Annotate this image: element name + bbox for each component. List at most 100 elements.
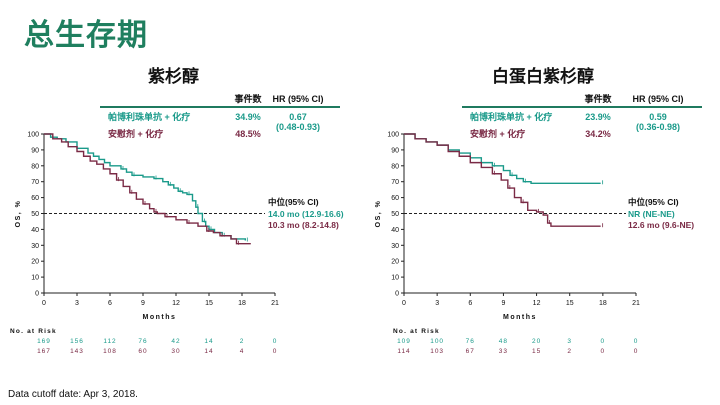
panel1-risk-cell-0: 20 [532,338,541,345]
panel1-hr-ci: (0.36-0.98) [636,122,680,132]
panel0-y-tick-label: 90 [31,147,39,154]
panel0-hr-header: HR (95% CI) [272,94,323,104]
panel0-risk-cell-1: 60 [138,348,147,355]
panel0-y-tick-label: 20 [31,259,39,266]
panel0-risk-cell-1: 4 [240,348,245,355]
panel1-risk-cell-1: 0 [634,348,639,355]
panel1-risk-cell-1: 67 [466,348,475,355]
panel0-risk-cell-1: 108 [103,348,117,355]
panel1-risk-cell-1: 0 [601,348,606,355]
panel1-risk-cell-1: 103 [430,348,444,355]
panel0-series-name-0: 帕博利珠单抗 + 化疗 [108,111,190,122]
panel0-risk-cell-1: 30 [171,348,180,355]
panel1-risk-cell-0: 100 [430,338,444,345]
panel0-curve-0 [44,133,246,241]
panel1-y-tick-label: 20 [391,259,399,266]
panel1-risk-cell-1: 2 [567,348,572,355]
panel1-y-axis-label: OS, % [375,200,382,228]
panel0-y-tick-label: 0 [35,291,39,298]
panel1-y-tick-label: 60 [391,195,399,202]
panel0-risk-cell-1: 143 [70,348,84,355]
panel1-y-tick-label: 70 [391,179,399,186]
panel1-median-header: 中位(95% CI) [628,197,679,207]
panel0-risk-label: No. at Risk [10,328,57,335]
panel0-hr-value: 0.67 [289,112,307,122]
panel0-y-axis-label: OS, % [15,200,22,228]
panel1-risk-cell-0: 3 [567,338,572,345]
panel1-median-value-1: 12.6 mo (9.6-NE) [628,220,694,230]
panel1-risk-cell-1: 15 [532,348,541,355]
panel0-risk-cell-1: 14 [204,348,213,355]
panel1-median-value-0: NR (NE-NE) [628,209,675,219]
panel1-x-tick-label: 21 [632,300,640,307]
panel0-risk-cell-0: 112 [103,338,116,345]
panel1-x-tick-label: 15 [566,300,574,307]
panel0-risk-cell-1: 0 [273,348,278,355]
panel0-y-tick-label: 30 [31,243,39,250]
panel0-series-name-1: 安慰剂 + 化疗 [108,128,163,139]
panel1-y-tick-label: 80 [391,163,399,170]
panel0-events-header: 事件数 [234,93,262,104]
panel0-risk-cell-0: 2 [240,338,245,345]
panel1-series-name-1: 安慰剂 + 化疗 [470,128,525,139]
panel0-y-tick-label: 100 [27,132,39,139]
panel0-risk-cell-0: 42 [171,338,180,345]
panel1-risk-cell-0: 76 [466,338,475,345]
left-panel-title: 紫杉醇 [148,67,199,86]
panel0-median-header: 中位(95% CI) [268,197,319,207]
panel1-y-tick-label: 50 [391,211,399,218]
panel1-risk-label: No. at Risk [393,328,440,335]
panel0-x-tick-label: 3 [75,300,79,307]
panel1-events-value-0: 23.9% [585,112,611,122]
panel0-y-tick-label: 10 [31,275,39,282]
panel1-risk-cell-1: 114 [397,348,410,355]
panel0-x-tick-label: 9 [141,300,145,307]
panel1-y-tick-label: 40 [391,227,399,234]
panel1-y-tick-label: 90 [391,147,399,154]
panel1-risk-cell-0: 0 [634,338,639,345]
panel1-hr-header: HR (95% CI) [632,94,683,104]
panel1-x-tick-label: 18 [599,300,607,307]
panel0-events-value-1: 48.5% [235,129,261,139]
panel0-y-tick-label: 40 [31,227,39,234]
panel0-curve-1 [44,133,251,245]
panel0-risk-cell-0: 169 [37,338,51,345]
panel1-x-tick-label: 6 [468,300,472,307]
panel0-risk-cell-0: 156 [70,338,84,345]
panel0-y-tick-label: 70 [31,179,39,186]
panel1-risk-cell-1: 33 [499,348,508,355]
slide-title: 总生存期 [24,19,148,52]
panel1-risk-cell-0: 48 [499,338,508,345]
panel0-y-tick-label: 50 [31,211,39,218]
panel1-x-tick-label: 12 [533,300,541,307]
panel1-x-tick-label: 9 [501,300,505,307]
panel1-x-tick-label: 0 [402,300,406,307]
panel1-series-name-0: 帕博利珠单抗 + 化疗 [470,111,552,122]
panel1-y-tick-label: 0 [395,291,399,298]
panel0-median-value-1: 10.3 mo (8.2-14.8) [268,220,339,230]
panel1-risk-cell-0: 109 [397,338,411,345]
panel1-risk-cell-0: 0 [601,338,606,345]
panel0-x-tick-label: 18 [238,300,246,307]
panel1-y-tick-label: 30 [391,243,399,250]
panel1-x-axis-label: Months [503,314,537,321]
panel0-x-tick-label: 0 [42,300,46,307]
panel0-x-tick-label: 6 [108,300,112,307]
right-panel-title: 白蛋白紫杉醇 [492,67,594,86]
panel0-risk-cell-1: 167 [37,348,51,355]
panel0-risk-cell-0: 76 [138,338,147,345]
panel1-x-tick-label: 3 [435,300,439,307]
panel0-median-value-0: 14.0 mo (12.9-16.6) [268,209,344,219]
panel0-y-tick-label: 80 [31,163,39,170]
panel0-hr-ci: (0.48-0.93) [276,122,320,132]
panel0-x-tick-label: 15 [205,300,213,307]
panel0-risk-cell-0: 14 [204,338,213,345]
panel0-y-tick-label: 60 [31,195,39,202]
panel0-x-tick-label: 12 [172,300,180,307]
panel1-y-tick-label: 100 [387,132,399,139]
panel1-hr-value: 0.59 [649,112,667,122]
panel1-events-value-1: 34.2% [585,129,611,139]
cutoff-note: Data cutoff date: Apr 3, 2018. [8,389,138,400]
panel0-x-axis-label: Months [143,314,177,321]
